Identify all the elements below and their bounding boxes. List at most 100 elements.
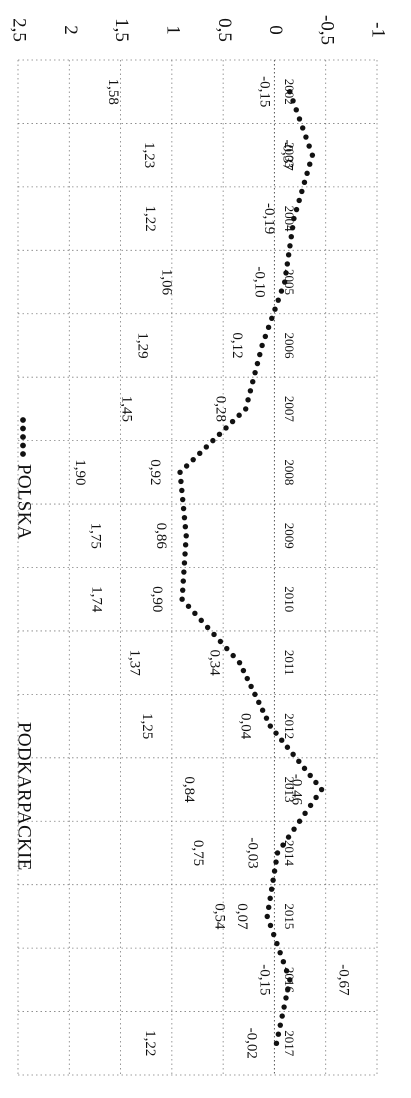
polska-line-dot xyxy=(296,758,302,765)
polska-line-dot xyxy=(198,617,204,624)
polska-line-dot xyxy=(309,152,316,158)
polska-line-dot xyxy=(291,215,297,222)
x-tick-label: 2008 xyxy=(282,459,297,485)
podkarpackie-data-label: 0,75 xyxy=(190,840,206,866)
polska-line-dot xyxy=(287,977,293,983)
polska-line-dot xyxy=(299,188,305,195)
polska-data-label: -0,46 xyxy=(289,774,305,806)
polska-data-label: -0,15 xyxy=(257,76,273,107)
y-tick-label: 0,5 xyxy=(214,18,235,42)
podkarpackie-data-label: 1,90 xyxy=(72,459,88,485)
legend-polska-marker-dot xyxy=(20,425,26,432)
polska-line-dot xyxy=(281,279,288,285)
polska-line-dot xyxy=(307,161,313,167)
podkarpackie-data-label: 0,84 xyxy=(181,776,197,803)
polska-line-dot xyxy=(318,786,325,793)
polska-line-dot xyxy=(269,315,275,321)
polska-line-dot xyxy=(296,197,302,204)
polska-data-label: -0,19 xyxy=(261,203,277,234)
polska-line-dot xyxy=(236,412,242,418)
polska-line-dot xyxy=(283,995,289,1001)
polska-line-dot xyxy=(190,456,196,463)
polska-line-dot xyxy=(268,886,275,892)
polska-line-dot xyxy=(275,297,281,303)
polska-line-dot xyxy=(284,744,291,750)
polska-line-dot xyxy=(270,877,276,883)
polska-line-dot xyxy=(281,1004,287,1010)
polska-line-dot xyxy=(185,603,192,609)
x-tick-label: 2003 xyxy=(282,142,297,168)
polska-line-dot xyxy=(223,425,229,431)
polska-line-dot xyxy=(300,125,306,131)
polska-line-dot xyxy=(180,505,187,512)
y-tick-label: 1,5 xyxy=(111,18,132,42)
polska-line-dot xyxy=(236,659,243,666)
polska-line-dot xyxy=(301,765,308,772)
polska-line-dot xyxy=(277,1022,283,1028)
x-tick-label: 2006 xyxy=(282,332,297,359)
polska-data-label: -0,02 xyxy=(243,1028,259,1059)
y-tick-label: -1 xyxy=(368,22,389,38)
polska-line-dot xyxy=(285,834,292,840)
polska-line-dot xyxy=(301,179,308,186)
polska-line-dot xyxy=(288,234,294,240)
polska-line-dot xyxy=(270,931,277,938)
polska-line-dot xyxy=(291,826,297,832)
polska-line-dot xyxy=(180,587,186,593)
x-tick-label: 2012 xyxy=(282,713,297,739)
polska-line-dot xyxy=(183,533,189,539)
polska-data-label: -0,10 xyxy=(252,266,268,297)
polska-data-label: 0,07 xyxy=(234,903,250,930)
podkarpackie-data-label: 1,37 xyxy=(126,650,142,677)
x-tick-label: 2013 xyxy=(282,777,297,803)
polska-line-dot xyxy=(279,1013,285,1019)
podkarpackie-data-label: 1,25 xyxy=(139,713,155,739)
polska-line-dot xyxy=(277,949,283,956)
polska-line-dot xyxy=(271,868,278,874)
polska-line-dot xyxy=(284,261,291,267)
x-axis-year-labels: 2002200320042005200620072008200920102011… xyxy=(282,79,297,1057)
polska-line-dot xyxy=(290,98,296,104)
polska-data-label: 0,86 xyxy=(153,523,169,550)
podkarpackie-data-label: -0,67 xyxy=(336,964,352,996)
polska-line-dot xyxy=(204,624,211,631)
polska-line-dot xyxy=(302,810,308,817)
y-tick-label: 2 xyxy=(60,25,81,35)
value-labels: -0,15 -0,37 -0,19 -0,10 0,12 0,28 0,92 0,86 0,90… xyxy=(72,76,352,1059)
polska-line-dot xyxy=(177,469,183,476)
podkarpackie-data-label: 1,74 xyxy=(89,586,105,613)
polska-line-dot xyxy=(267,895,273,901)
polska-line-dot xyxy=(289,224,296,231)
polska-line-dot xyxy=(263,715,270,721)
polska-line-dot xyxy=(307,772,313,779)
podkarpackie-data-label: 1,75 xyxy=(87,523,103,549)
polska-line-dot xyxy=(283,270,289,276)
polska-line-dot xyxy=(230,652,236,659)
polska-line-dot xyxy=(293,206,300,213)
legend-polska-marker-dot xyxy=(20,451,26,457)
polska-line-dot xyxy=(179,487,185,494)
polska-line-dot xyxy=(224,645,230,652)
polska-line-dot xyxy=(265,324,272,331)
polska-line-dot xyxy=(247,388,254,394)
polska-line-dot xyxy=(181,569,187,575)
polska-line-dot xyxy=(257,351,263,358)
polska-line-dot xyxy=(192,610,198,617)
podkarpackie-data-label: 1,58 xyxy=(105,79,121,105)
x-tick-label: 2017 xyxy=(282,1030,297,1057)
polska-line-dot xyxy=(285,252,292,258)
polska-line-dot xyxy=(259,707,266,713)
x-tick-label: 2009 xyxy=(282,523,297,549)
polska-line-dot xyxy=(313,779,319,786)
x-tick-label: 2010 xyxy=(282,586,297,612)
polska-data-label: 0,90 xyxy=(149,586,165,612)
polska-line-dot xyxy=(240,667,247,674)
polska-line-dot xyxy=(287,243,293,249)
polska-line-dot xyxy=(296,818,303,824)
polska-line-dot xyxy=(274,850,281,856)
polska-line-dot xyxy=(262,333,269,340)
podkarpackie-data-label: 1,22 xyxy=(142,1030,158,1056)
y-tick-label: -0,5 xyxy=(316,15,337,45)
polska-line-dot xyxy=(267,922,274,929)
polska-data-label: 0,34 xyxy=(206,650,222,677)
